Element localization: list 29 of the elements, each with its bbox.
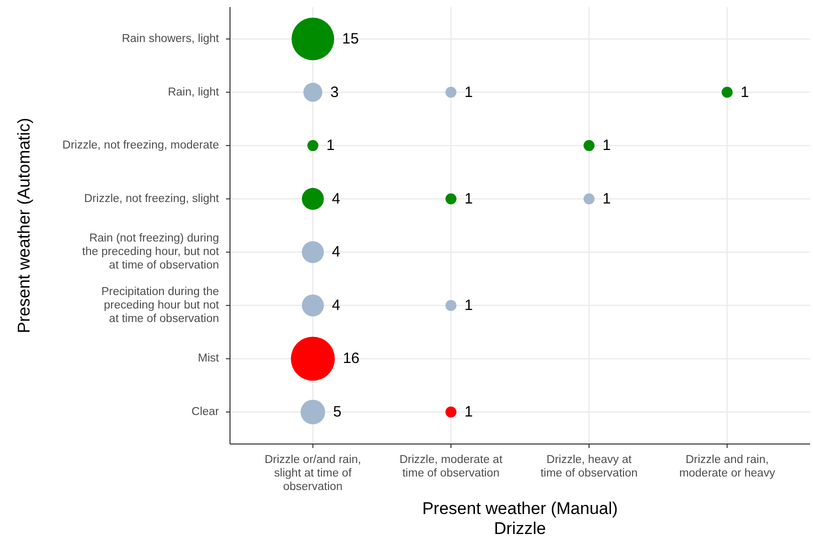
y-tick-label: Drizzle, not freezing, moderate	[62, 140, 219, 152]
y-tick-label: Clear	[192, 406, 220, 418]
x-tick-label: Drizzle, moderate at time of observation	[400, 454, 504, 480]
data-label: 1	[464, 404, 473, 421]
data-label: 1	[464, 84, 473, 101]
y-tick-label: Drizzle, not freezing, slight	[84, 192, 220, 205]
data-label: 1	[740, 84, 749, 101]
y-tick-label: Rain (not freezing) during the preceding hour, but not at time of observation	[82, 232, 220, 272]
x-axis-title: Present weather (Manual) Drizzle	[422, 499, 618, 538]
data-label: 1	[464, 296, 473, 314]
data-label: 1	[602, 137, 611, 154]
data-label: 1	[602, 190, 611, 208]
data-label: 4	[332, 244, 340, 261]
y-tick-label: Rain, light	[168, 86, 220, 98]
y-tick-label: Precipitation during the preceding hour but not at time of observation	[101, 286, 220, 325]
x-tick-label: Drizzle, heavy at time of observation	[540, 454, 638, 480]
data-label: 1	[464, 190, 473, 208]
y-axis-title: Present weather (Automatic)	[14, 118, 34, 334]
data-label: 3	[330, 84, 339, 101]
x-tick-label: Drizzle or/and rain, slight at time of observation	[264, 454, 362, 493]
data-label: 16	[342, 350, 360, 368]
y-tick-label: Rain showers, light	[122, 32, 220, 45]
data-label: 15	[342, 30, 359, 48]
y-tick-label: Mist	[198, 352, 220, 365]
x-tick-label: Drizzle and rain, moderate or heavy	[679, 454, 776, 480]
data-label: 4	[332, 296, 340, 314]
data-label: 4	[332, 190, 340, 208]
data-label: 1	[326, 137, 335, 154]
data-label: 5	[333, 404, 342, 421]
